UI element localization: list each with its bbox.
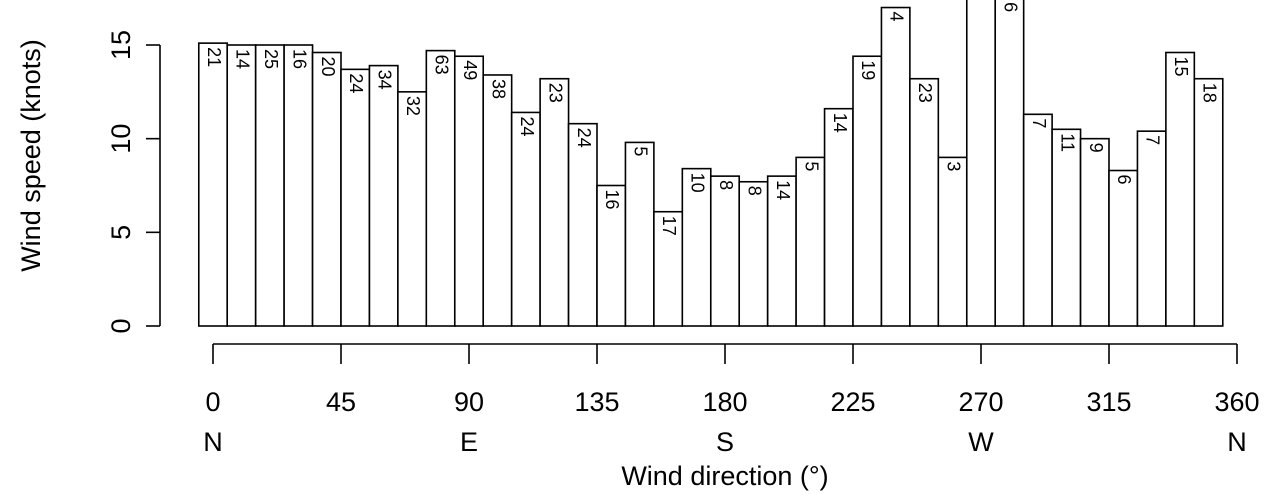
bar-count-label: 3: [944, 161, 964, 171]
bar: [311, 51, 342, 327]
bar: [453, 55, 485, 327]
bar: [1051, 128, 1082, 327]
bar: [994, 0, 1025, 327]
bar-count-label: 8: [716, 180, 736, 190]
bar: [254, 44, 285, 327]
x-tick-label: 0: [205, 387, 220, 417]
bar-count-label: 24: [574, 128, 594, 148]
bar-count-label: 6: [1114, 175, 1134, 185]
x-compass-label: S: [716, 427, 734, 457]
x-tick-label: 360: [1214, 387, 1259, 417]
bar-count-label: 10: [688, 173, 708, 193]
bar: [909, 77, 940, 327]
bar: [197, 42, 229, 327]
bar: [340, 68, 371, 327]
x-tick-label: 180: [702, 387, 747, 417]
bar-count-label: 23: [545, 83, 565, 103]
bar-count-label: 49: [460, 60, 480, 80]
y-axis-title: Wind speed (knots): [16, 39, 46, 272]
bar-count-label: 20: [318, 56, 338, 76]
bar: [567, 122, 598, 327]
x-tick-label: 90: [454, 387, 484, 417]
bar-count-label: 11: [1057, 133, 1077, 152]
bar-count-label: 19: [858, 60, 878, 80]
x-compass-label: E: [460, 427, 478, 457]
bar-count-label: 25: [261, 49, 281, 69]
x-tick-label: 225: [830, 387, 875, 417]
bar: [1165, 51, 1196, 327]
bar-count-label: 16: [602, 190, 622, 210]
x-tick-label: 135: [574, 387, 619, 417]
bar: [681, 167, 712, 327]
bar-count-label: 18: [1200, 83, 1220, 103]
bar: [1136, 130, 1167, 327]
bar-count-label: 38: [488, 79, 508, 99]
bar-count-label: 24: [346, 73, 366, 93]
bar-count-label: 7: [1143, 135, 1163, 145]
bar: [653, 210, 684, 327]
bar-count-label: 9: [1086, 143, 1106, 153]
bar: [738, 180, 769, 327]
x-tick-label: 270: [958, 387, 1003, 417]
bar-count-label: 8: [744, 186, 764, 196]
bar: [823, 107, 854, 327]
x-axis-title: Wind direction (°): [621, 461, 828, 491]
bar-count-label: 24: [517, 116, 537, 136]
bar: [1108, 169, 1139, 327]
bar: [795, 156, 826, 327]
bar-count-label: 17: [659, 216, 679, 236]
bar: [368, 64, 399, 327]
x-compass-label: N: [1227, 427, 1247, 457]
y-tick-label: 0: [106, 318, 136, 333]
bar-count-label: 4: [887, 12, 907, 22]
bar-count-label: 16: [289, 49, 309, 69]
bar: [709, 175, 741, 327]
x-compass-label: N: [203, 427, 223, 457]
bar: [397, 91, 428, 327]
bar: [852, 55, 883, 327]
bar: [880, 6, 911, 327]
x-tick-label: 45: [326, 387, 356, 417]
bar-count-label: 14: [773, 180, 793, 200]
bar-count-label: 21: [204, 47, 224, 67]
bar: [596, 184, 627, 327]
bar-count-label: 14: [232, 49, 252, 69]
bar-count-label: 7: [1029, 118, 1049, 128]
y-tick-label: 5: [106, 225, 136, 240]
bar: [482, 74, 513, 327]
bar-count-label: 34: [375, 70, 395, 90]
bar-count-label: 23: [915, 83, 935, 103]
bar: [1022, 113, 1053, 327]
bar: [283, 44, 314, 327]
x-tick-label: 315: [1086, 387, 1131, 417]
bar-count-label: 63: [432, 55, 452, 75]
bar: [539, 77, 570, 327]
x-axis: 0 45 90 135 180 225 270 315 360 N E S W N: [203, 343, 1260, 457]
bar: [937, 156, 968, 327]
bar: [624, 141, 655, 327]
bars: [197, 0, 1224, 327]
bar: [1193, 77, 1224, 327]
bar: [425, 49, 456, 327]
bar: [1079, 137, 1110, 327]
y-tick-label: 10: [106, 124, 136, 154]
bar-count-label: 5: [801, 161, 821, 171]
bar: [226, 44, 257, 327]
y-tick-label: 15: [106, 30, 136, 60]
bar: [510, 111, 541, 327]
bar: [965, 0, 997, 327]
x-compass-label: W: [968, 427, 994, 457]
bar-count-label: 15: [1171, 56, 1191, 76]
bar-count-label: 5: [631, 146, 651, 156]
bar-count-label: 14: [830, 113, 850, 133]
bar-count-label: 6: [1000, 2, 1020, 12]
y-axis: 0 5 10 15: [106, 30, 161, 334]
bar-count-label: 32: [403, 96, 423, 116]
